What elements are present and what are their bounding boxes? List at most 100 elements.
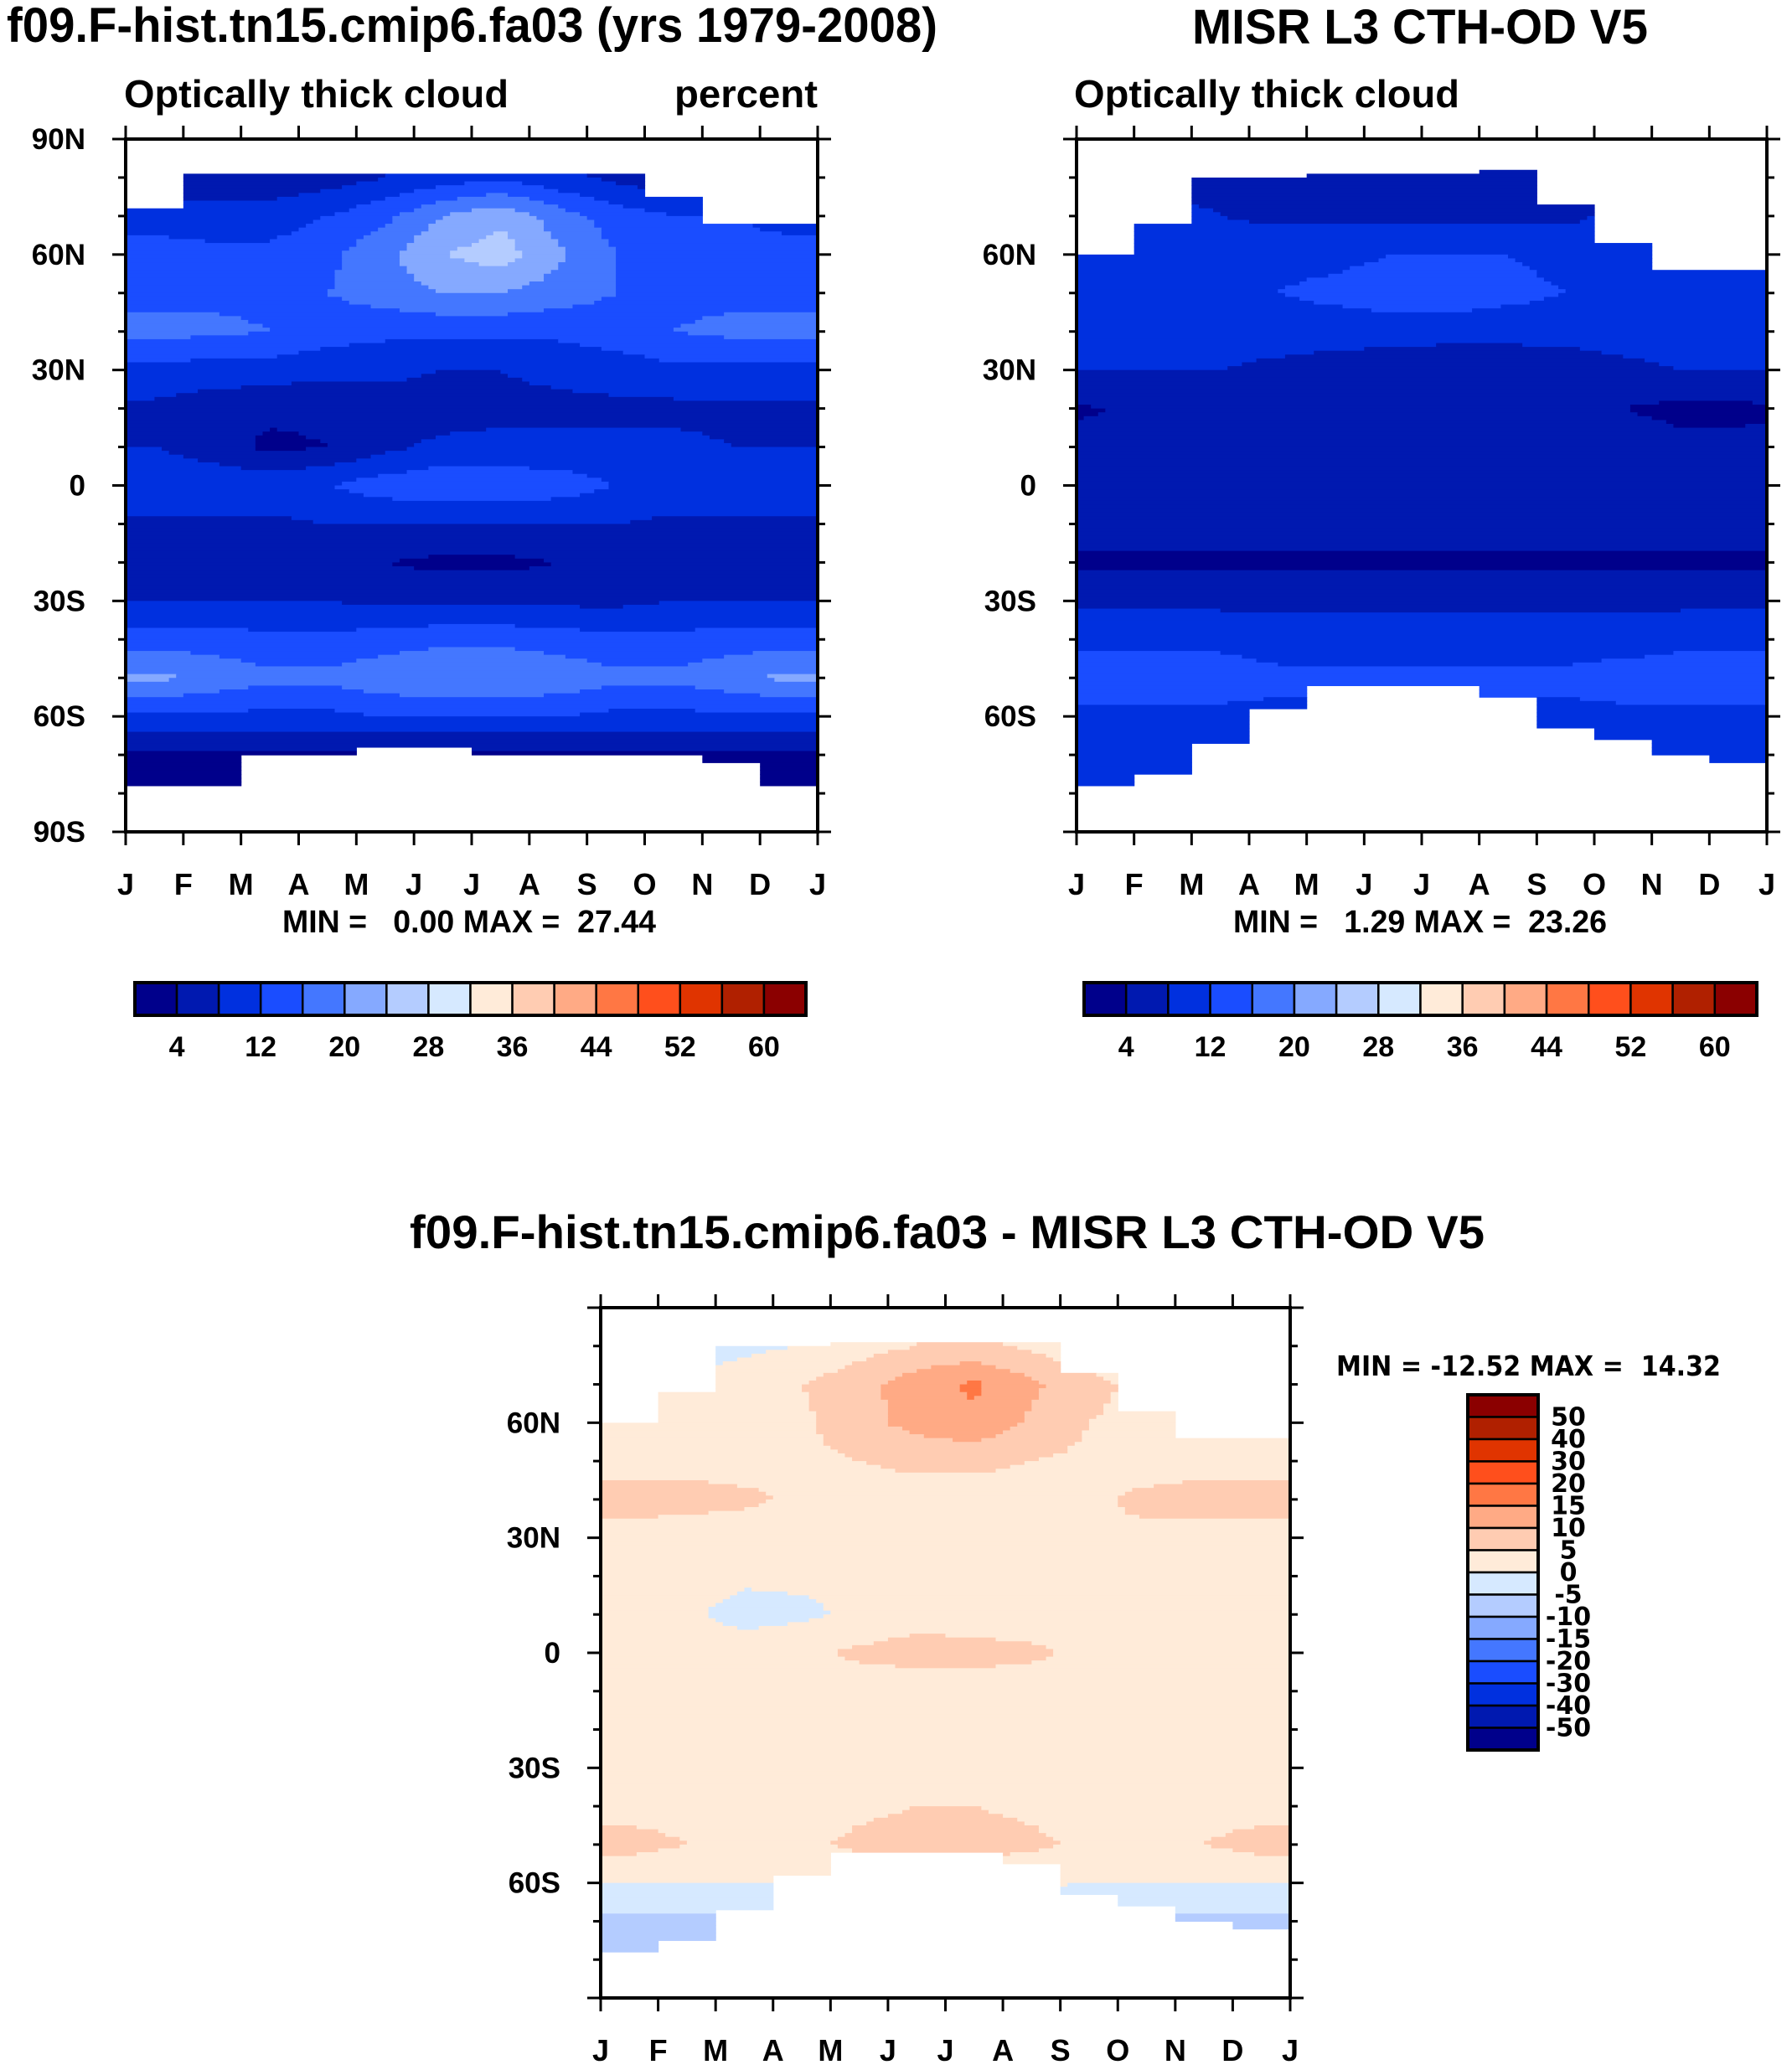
contour-cell <box>715 1361 724 1366</box>
x-tick-label: A <box>519 867 540 901</box>
contour-cell <box>126 292 328 297</box>
contour-cell <box>248 627 357 632</box>
contour-cell <box>616 289 819 294</box>
contour-cell <box>190 335 725 340</box>
contour-cell <box>787 1622 1291 1627</box>
contour-cell <box>837 1649 1054 1654</box>
contour-cell <box>1077 381 1768 386</box>
contour-cell <box>406 270 552 275</box>
contour-cell <box>421 204 559 209</box>
contour-cell <box>601 1894 774 1899</box>
contour-cell <box>1124 1491 1291 1496</box>
contour-cell <box>760 770 819 775</box>
contour-cell <box>608 393 819 398</box>
contour-cell <box>1077 458 1768 463</box>
contour-cell <box>342 262 400 267</box>
contour-cell <box>306 435 436 440</box>
contour-cell <box>126 674 177 679</box>
contour-cell <box>616 246 819 251</box>
contour-cell <box>601 1637 889 1642</box>
colorbar-box <box>302 981 346 1017</box>
contour-cell <box>601 1556 1291 1562</box>
contour-cell <box>126 658 242 663</box>
colorbar-box <box>1713 981 1758 1017</box>
contour-cell <box>356 627 581 632</box>
contour-cell <box>1118 1894 1291 1899</box>
contour-cell <box>514 258 566 263</box>
contour-cell <box>1003 1856 1291 1861</box>
contour-cell <box>808 1380 889 1386</box>
contour-cell <box>126 485 336 490</box>
contour-cell <box>658 1407 810 1412</box>
x-tick-label: J <box>405 867 422 901</box>
contour-cell <box>183 454 372 459</box>
contour-cell <box>601 1518 1291 1523</box>
contour-cell <box>1067 1882 1291 1887</box>
colorbar-label: -5 <box>1554 1581 1582 1610</box>
contour-cell <box>1134 224 1595 229</box>
contour-cell <box>154 396 674 402</box>
contour-cell <box>1077 612 1768 617</box>
contour-cell <box>715 1369 839 1374</box>
contour-cell <box>1342 270 1537 275</box>
contour-cell <box>126 720 819 725</box>
contour-cell <box>126 381 292 386</box>
contour-cell <box>342 481 610 487</box>
contour-cell <box>1134 243 1653 248</box>
contour-cell <box>508 262 559 267</box>
contour-cell <box>385 196 458 202</box>
contour-cell <box>126 219 314 225</box>
contour-cell <box>421 231 494 236</box>
contour-cell <box>472 746 819 752</box>
contour-cell <box>1364 262 1523 267</box>
contour-cell <box>399 250 451 256</box>
contour-cell <box>679 1836 839 1841</box>
contour-cell <box>1077 762 1192 767</box>
contour-cell <box>1659 362 1768 367</box>
contour-cell <box>601 1902 774 1907</box>
contour-cell <box>616 292 819 297</box>
contour-cell <box>1565 289 1768 294</box>
contour-cell <box>126 562 393 567</box>
contour-cell <box>126 273 336 278</box>
contour-cell <box>1299 281 1552 286</box>
contour-cell <box>601 1844 680 1850</box>
contour-cell <box>1077 743 1192 748</box>
contour-cell <box>126 736 819 741</box>
contour-cell <box>550 270 617 275</box>
contour-cell <box>414 277 545 282</box>
contour-cell <box>844 1365 932 1370</box>
contour-cell <box>601 1644 853 1650</box>
contour-cell <box>688 331 819 336</box>
contour-cell <box>291 381 530 386</box>
colorbar-label: 40 <box>1551 1425 1586 1454</box>
contour-cell <box>126 354 278 359</box>
contour-cell <box>601 1449 839 1454</box>
contour-cell <box>601 1614 710 1619</box>
contour-cell <box>320 215 393 221</box>
contour-cell <box>601 1464 881 1469</box>
colorbar-label: 44 <box>1531 1031 1562 1063</box>
contour-cell <box>601 1729 1291 1734</box>
colorbar-box <box>1293 981 1338 1017</box>
contour-cell <box>1024 1411 1104 1416</box>
y-tick-label: 30S <box>34 585 85 617</box>
y-tick-label: 60S <box>34 700 85 733</box>
contour-cell <box>522 254 566 260</box>
contour-cell <box>183 693 400 698</box>
contour-cell <box>724 689 819 694</box>
colorbar-box <box>1167 981 1211 1017</box>
contour-cell <box>126 493 364 498</box>
contour-cell <box>529 466 819 471</box>
contour-cell <box>758 1625 1291 1631</box>
colorbar-label: 0 <box>1560 1558 1578 1587</box>
contour-cell <box>558 262 617 267</box>
contour-cell <box>751 1353 875 1359</box>
contour-cell <box>126 304 372 309</box>
colorbar-box <box>1466 1438 1540 1463</box>
contour-cell <box>616 270 819 275</box>
colorbar-box <box>1588 981 1632 1017</box>
contour-cell <box>636 1852 831 1857</box>
contour-cell <box>1479 693 1768 698</box>
contour-cell <box>399 651 545 656</box>
